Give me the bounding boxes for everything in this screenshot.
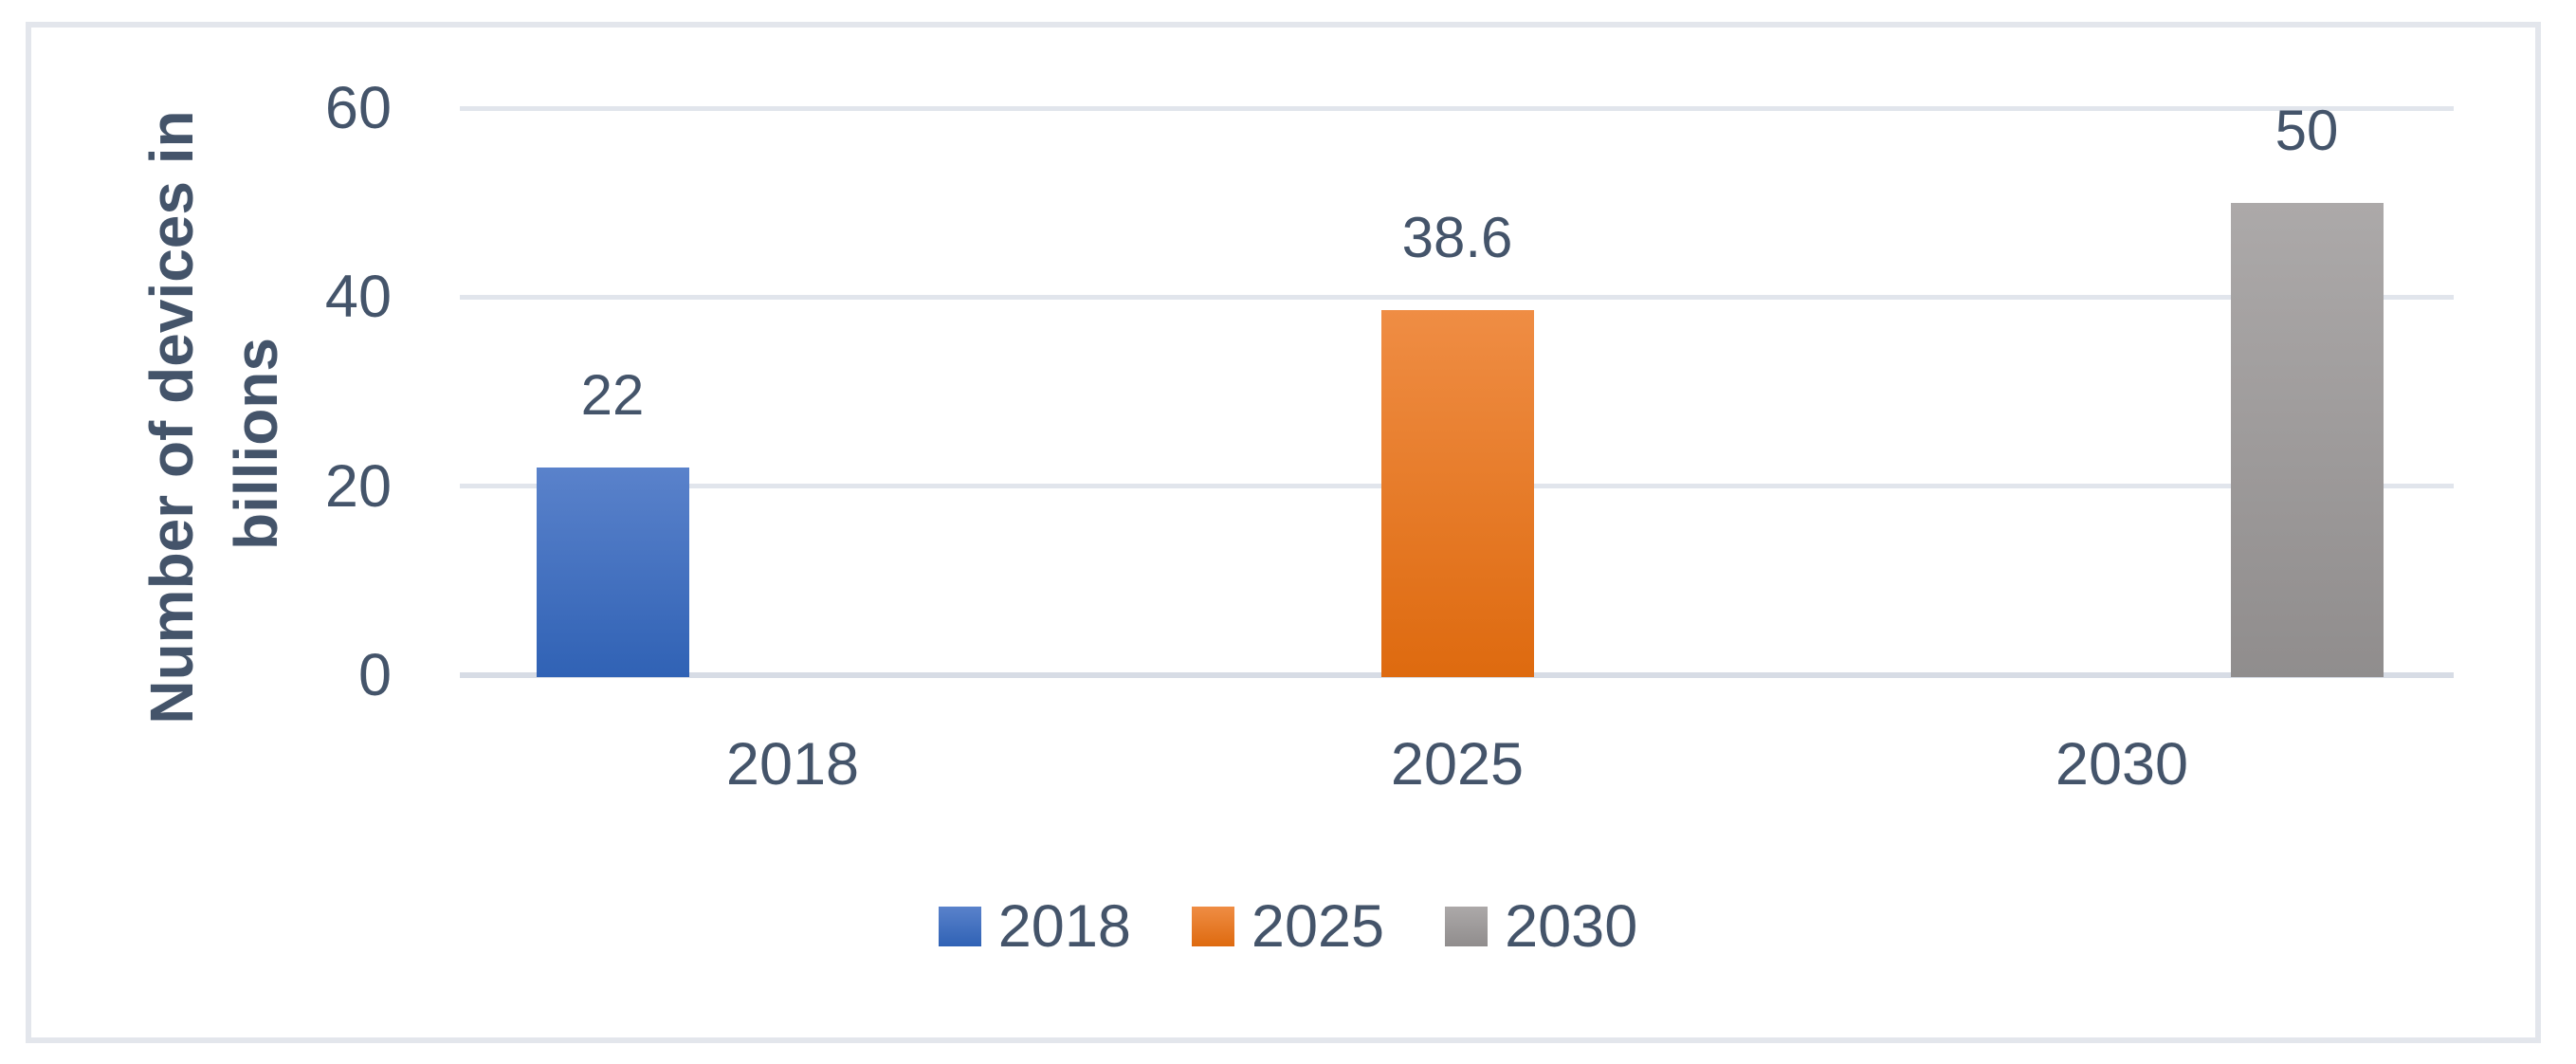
bar-2018 [537,468,689,677]
y-tick-label: 60 [324,75,392,141]
data-label-2018: 22 [580,363,645,427]
legend-item-2025: 2025 [1191,893,1385,960]
legend-item-2018: 2018 [938,893,1131,960]
legend-item-2030: 2030 [1445,896,1637,957]
x-axis-label-2030: 2030 [2055,731,2189,798]
x-axis-label-2025: 2025 [1390,731,1525,798]
legend-item-label: 2025 [1251,893,1385,960]
bar-2030 [2231,203,2384,677]
chart-frame [26,22,2541,1043]
legend-item-label: 2030 [1505,893,1638,960]
y-tick-label: 40 [324,264,392,330]
data-label-2025: 38.6 [1401,206,1513,269]
data-label-2030: 50 [2275,99,2339,162]
legend-item-label: 2018 [997,893,1131,960]
x-axis-label-2018: 2018 [725,731,860,798]
legend-color-swatch [938,907,981,946]
y-tick-label: 20 [324,453,392,520]
y-axis-title-line-2: billions [222,338,290,550]
legend: 2018 2025 2030 [0,896,2576,957]
y-tick-label: 0 [357,642,392,708]
legend-color-swatch [1191,907,1234,946]
legend-color-swatch [1445,907,1489,946]
bar-2025 [1381,310,1534,677]
y-axis-title-line-1: Number of devices in [137,110,206,725]
